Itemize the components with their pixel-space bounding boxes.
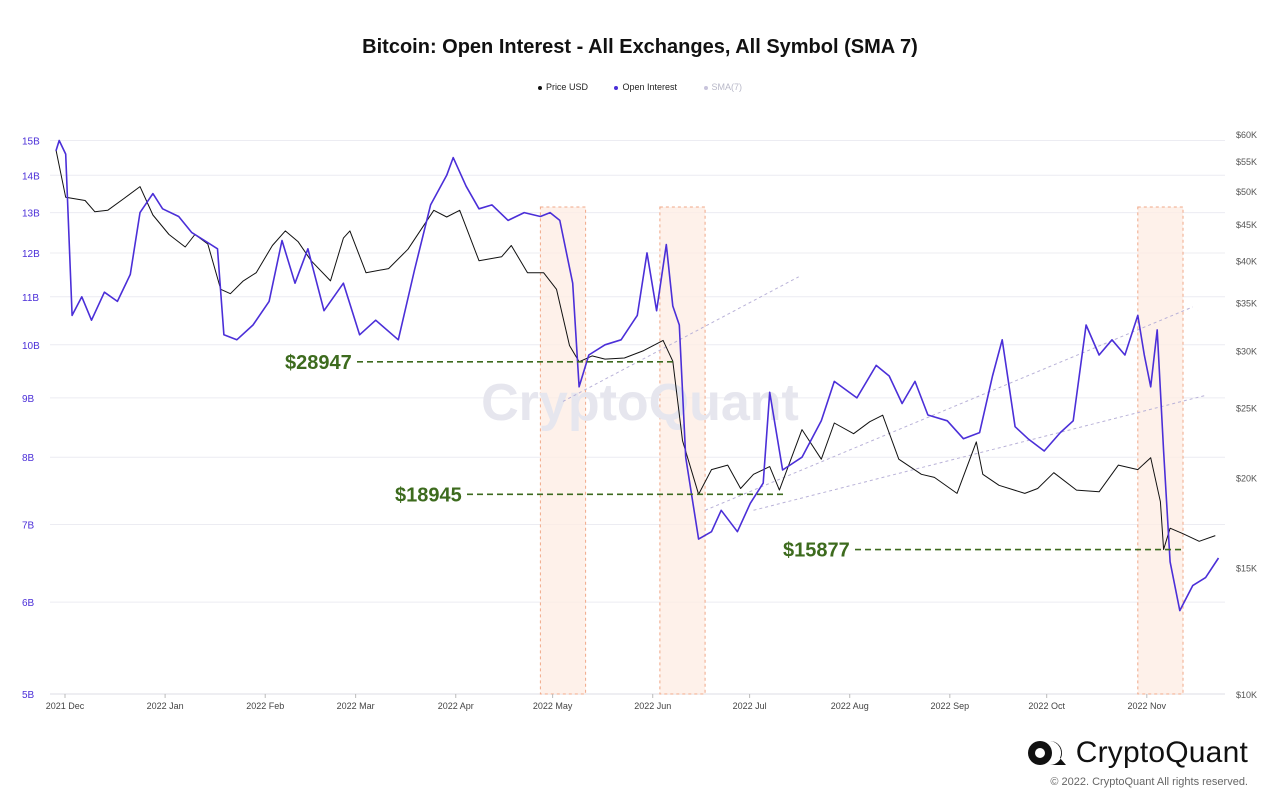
highlight-ranges (539, 206, 1184, 695)
x-tick-label: 2022 Aug (831, 701, 869, 711)
trend-channel-line (562, 276, 799, 402)
left-tick-label: 10B (22, 341, 40, 352)
x-tick-label: 2022 Jul (733, 701, 767, 711)
x-tick-label: 2022 Feb (246, 701, 284, 711)
legend-item-open-interest[interactable]: Open Interest (614, 82, 677, 92)
cryptoquant-logo-icon (1027, 741, 1066, 765)
legend-item-price[interactable]: Price USD (537, 82, 588, 92)
x-tick-label: 2021 Dec (46, 701, 85, 711)
legend-dot-sma (703, 85, 708, 90)
brand-name: CryptoQuant (1075, 736, 1248, 769)
right-tick-label: $60K (1236, 130, 1257, 140)
right-tick-label: $40K (1236, 257, 1257, 267)
x-axis: 2021 Dec 2022 Jan 2022 Feb 2022 Mar 2022 Apr… (46, 694, 1167, 711)
right-tick-label: $55K (1236, 157, 1257, 167)
legend-label-price: Price USD (545, 82, 588, 92)
left-axis: 5B 6B 7B 8B 9B 10B 11B 12B 13B 14B 15B (22, 137, 40, 701)
series-lines (55, 139, 1220, 612)
right-axis: $10K $15K $20K $25K $30K $35K $40K $45K $50K $55K… (1236, 130, 1257, 700)
right-tick-label: $50K (1236, 187, 1257, 197)
left-tick-label: 8B (22, 453, 35, 464)
grid-lines (50, 140, 1225, 695)
highlight-range (1137, 206, 1184, 695)
x-tick-label: 2022 Mar (337, 701, 375, 711)
x-tick-label: 2022 Apr (438, 701, 474, 711)
watermark: CryptoQuant (481, 374, 799, 432)
annotation-label: $15877 (783, 540, 850, 562)
x-tick-label: 2022 Jun (634, 701, 671, 711)
legend-label-open-interest: Open Interest (622, 82, 678, 92)
price-annotations: $28947 $18945 $15877 (285, 352, 1184, 562)
annotation-label: $28947 (285, 352, 352, 374)
left-tick-label: 11B (22, 293, 39, 304)
legend-dot-price (537, 85, 542, 90)
legend-label-sma: SMA(7) (711, 82, 743, 92)
left-tick-label: 14B (22, 171, 40, 182)
left-tick-label: 6B (22, 598, 35, 609)
highlight-range (659, 206, 706, 695)
series-line-open-interest (55, 139, 1220, 612)
left-tick-label: 9B (22, 394, 35, 405)
brand-logo: CryptoQuant (1026, 736, 1248, 770)
legend-item-sma[interactable]: SMA(7) (703, 82, 743, 92)
x-tick-label: 2022 Jan (147, 701, 184, 711)
chart-title: Bitcoin: Open Interest - All Exchanges, … (362, 36, 918, 58)
series-line-price-usd (55, 149, 1216, 550)
chart-legend: Price USD Open Interest SMA(7) (0, 82, 1280, 92)
left-tick-label: 7B (22, 520, 35, 531)
right-tick-label: $15K (1236, 563, 1257, 573)
right-tick-label: $20K (1236, 473, 1257, 483)
x-tick-label: 2022 Sep (931, 701, 970, 711)
left-tick-label: 12B (22, 249, 40, 260)
right-tick-label: $35K (1236, 298, 1257, 308)
right-tick-label: $25K (1236, 404, 1257, 414)
copyright-text: © 2022. CryptoQuant All rights reserved. (1050, 776, 1248, 788)
left-tick-label: 15B (22, 137, 40, 148)
right-tick-label: $10K (1236, 690, 1257, 700)
highlight-range (539, 206, 587, 695)
x-tick-label: 2022 Nov (1128, 701, 1167, 711)
x-tick-label: 2022 Oct (1028, 701, 1065, 711)
annotation-label: $18945 (395, 484, 462, 506)
x-tick-label: 2022 May (533, 701, 573, 711)
legend-dot-open-interest (614, 85, 619, 90)
left-tick-label: 13B (22, 209, 40, 220)
right-tick-label: $45K (1236, 220, 1257, 230)
left-tick-label: 5B (22, 690, 35, 701)
right-tick-label: $30K (1236, 347, 1257, 357)
